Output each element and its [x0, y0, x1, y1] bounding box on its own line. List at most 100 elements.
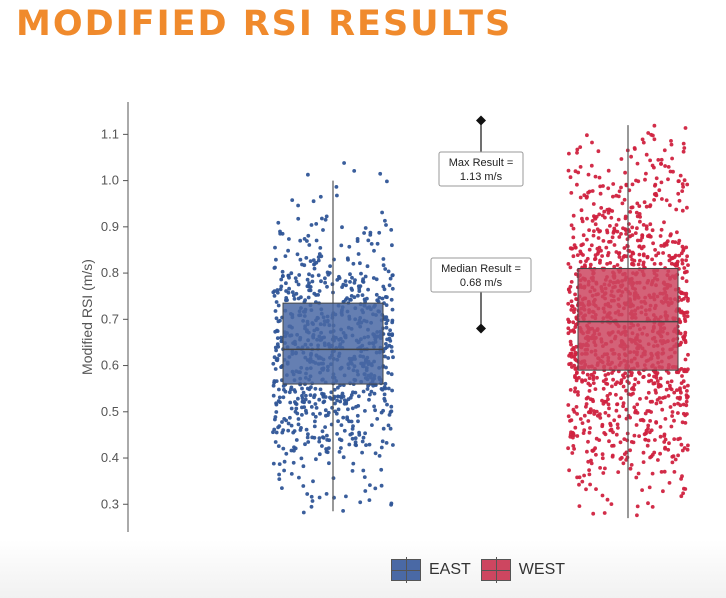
data-point-west	[677, 253, 682, 258]
data-point-west	[573, 389, 577, 394]
data-point-west	[679, 442, 684, 447]
data-point-east	[334, 185, 339, 189]
data-point-east	[347, 442, 352, 447]
data-point-east	[295, 411, 300, 416]
data-point-west	[577, 504, 582, 508]
data-point-east	[280, 231, 285, 236]
data-point-east	[375, 417, 380, 421]
data-point-east	[300, 396, 305, 401]
data-point-west	[617, 189, 622, 194]
data-point-east	[275, 342, 280, 347]
data-point-east	[378, 171, 383, 176]
data-point-east	[317, 439, 322, 444]
data-point-east	[295, 252, 300, 257]
data-point-east	[304, 427, 309, 432]
data-point-east	[328, 395, 332, 400]
data-point-east	[279, 335, 283, 340]
data-point-west	[587, 228, 591, 233]
data-point-east	[381, 408, 385, 413]
data-point-west	[576, 170, 581, 175]
data-point-west	[586, 419, 591, 423]
data-point-west	[617, 255, 622, 259]
data-point-west	[645, 409, 650, 413]
data-point-west	[619, 396, 623, 401]
data-point-west	[664, 387, 669, 392]
data-point-west	[611, 182, 616, 186]
data-point-east	[350, 469, 355, 473]
data-point-west	[670, 410, 675, 414]
data-point-west	[668, 203, 672, 208]
data-point-west	[630, 225, 635, 230]
data-point-east	[350, 275, 354, 280]
data-point-east	[386, 356, 391, 360]
data-point-east	[371, 276, 376, 280]
data-point-east	[341, 282, 346, 287]
data-point-west	[678, 173, 683, 178]
data-point-west	[655, 379, 660, 383]
data-point-west	[641, 450, 646, 455]
data-point-west	[641, 140, 646, 145]
data-point-west	[573, 292, 577, 297]
data-point-west	[672, 402, 677, 407]
data-point-east	[336, 419, 340, 424]
data-point-west	[581, 253, 585, 257]
data-point-west	[683, 317, 687, 321]
data-point-east	[323, 217, 328, 222]
data-point-east	[350, 406, 355, 411]
data-point-east	[323, 408, 328, 413]
data-point-east	[324, 449, 329, 454]
data-point-east	[355, 239, 360, 244]
data-point-west	[641, 252, 646, 257]
data-point-west	[659, 470, 664, 474]
data-point-east	[297, 475, 301, 480]
data-point-east	[323, 395, 328, 399]
data-point-west	[638, 418, 643, 422]
data-point-east	[351, 461, 356, 466]
data-point-west	[643, 437, 648, 442]
data-point-west	[685, 389, 689, 393]
data-point-west	[686, 383, 690, 388]
data-point-west	[600, 424, 605, 429]
data-point-east	[351, 261, 356, 266]
data-point-west	[675, 230, 679, 235]
data-point-west	[567, 468, 571, 473]
data-point-east	[335, 432, 339, 436]
data-point-east	[340, 225, 344, 230]
data-point-east	[291, 293, 296, 298]
data-point-west	[636, 380, 641, 385]
data-point-west	[684, 258, 688, 263]
data-point-east	[339, 423, 344, 427]
data-point-west	[641, 374, 646, 379]
data-point-west	[672, 418, 676, 423]
data-point-west	[649, 410, 653, 414]
legend-item-west: WEST	[480, 557, 565, 583]
data-point-east	[388, 339, 393, 343]
data-point-west	[601, 184, 605, 188]
data-point-west	[624, 182, 629, 187]
data-point-west	[667, 253, 672, 258]
data-point-west	[670, 454, 675, 459]
data-point-west	[672, 437, 677, 441]
data-point-west	[573, 367, 578, 371]
data-point-west	[683, 126, 688, 130]
data-point-east	[343, 279, 348, 283]
data-point-east	[294, 406, 299, 411]
data-point-east	[273, 367, 278, 371]
data-point-east	[344, 494, 348, 499]
data-point-east	[278, 287, 283, 292]
data-point-west	[659, 157, 664, 162]
data-point-east	[301, 390, 306, 395]
data-point-east	[365, 264, 370, 269]
data-point-east	[318, 387, 323, 392]
data-point-west	[596, 149, 601, 154]
max-result-annotation: Max Result = 1.13 m/s	[438, 151, 524, 187]
data-point-west	[681, 311, 686, 315]
data-point-east	[292, 297, 297, 301]
data-point-west	[614, 392, 618, 397]
data-point-east	[337, 450, 342, 454]
data-point-east	[379, 483, 384, 488]
box-east	[282, 302, 384, 385]
data-point-west	[594, 487, 598, 491]
data-point-west	[587, 468, 591, 472]
data-point-west	[624, 232, 628, 236]
